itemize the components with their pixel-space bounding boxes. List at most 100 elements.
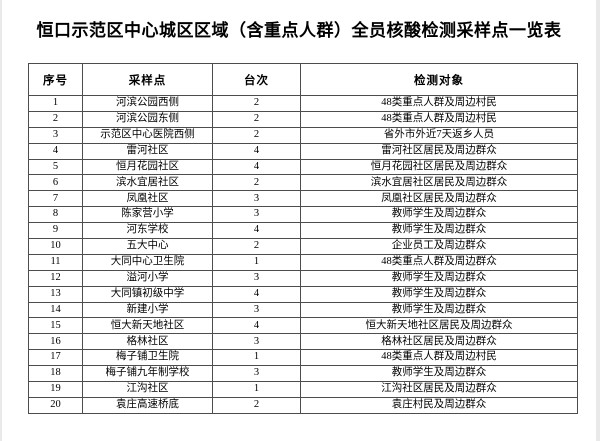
cell-site: 恒月花园社区 xyxy=(82,158,213,176)
cell-index: 16 xyxy=(28,333,83,351)
cell-site: 凤凰社区 xyxy=(82,190,213,208)
cell-target: 教师学生及周边群众 xyxy=(300,365,578,383)
header-index: 序号 xyxy=(28,63,83,96)
table-row: 18 梅子铺九年制学校 3 教师学生及周边群众 xyxy=(28,365,578,383)
cell-index: 18 xyxy=(28,365,83,383)
cell-site: 雷河社区 xyxy=(82,142,213,160)
cell-site: 梅子铺九年制学校 xyxy=(82,365,213,383)
table-row: 2 河滨公园东侧 2 48类重点人群及周边村民 xyxy=(28,110,578,128)
table-row: 11 大同中心卫生院 1 48类重点人群及周边群众 xyxy=(28,253,578,271)
cell-target: 袁庄村民及周边群众 xyxy=(300,396,578,414)
cell-units: 2 xyxy=(212,174,301,192)
cell-units: 4 xyxy=(212,222,301,240)
cell-index: 19 xyxy=(28,381,83,398)
cell-units: 2 xyxy=(212,95,301,112)
cell-units: 1 xyxy=(212,381,301,398)
cell-units: 3 xyxy=(212,206,301,224)
table-body: 1 河滨公园西侧 2 48类重点人群及周边村民 2 河滨公园东侧 2 48类重点人群及周边村民… xyxy=(28,95,578,414)
table-row: 8 陈家营小学 3 教师学生及周边群众 xyxy=(28,206,578,224)
cell-units: 1 xyxy=(212,349,301,367)
cell-target: 教师学生及周边群众 xyxy=(300,206,578,224)
cell-index: 6 xyxy=(28,174,83,192)
cell-units: 3 xyxy=(212,333,301,351)
cell-index: 10 xyxy=(28,238,83,255)
cell-units: 3 xyxy=(212,365,301,383)
table-row: 10 五大中心 2 企业员工及周边群众 xyxy=(28,238,578,255)
header-target: 检测对象 xyxy=(300,63,578,96)
table-row: 6 滨水宜居社区 2 滨水宜居社区居民及周边群众 xyxy=(28,174,578,192)
cell-site: 袁庄高速桥底 xyxy=(82,396,213,414)
cell-index: 7 xyxy=(28,190,83,208)
table-row: 5 恒月花园社区 4 恒月花园社区居民及周边群众 xyxy=(28,158,578,176)
cell-target: 48类重点人群及周边村民 xyxy=(300,95,578,112)
cell-index: 3 xyxy=(28,126,83,144)
table-row: 13 大同镇初级中学 4 教师学生及周边群众 xyxy=(28,285,578,303)
table-row: 19 江沟社区 1 江沟社区居民及周边群众 xyxy=(28,381,578,398)
table-row: 12 溢河小学 3 教师学生及周边群众 xyxy=(28,269,578,287)
cell-units: 2 xyxy=(212,238,301,255)
cell-target: 48类重点人群及周边群众 xyxy=(300,253,578,271)
cell-index: 9 xyxy=(28,222,83,240)
cell-target: 江沟社区居民及周边群众 xyxy=(300,381,578,398)
cell-units: 2 xyxy=(212,110,301,128)
header-units: 台次 xyxy=(212,63,301,96)
cell-site: 梅子铺卫生院 xyxy=(82,349,213,367)
cell-target: 恒大新天地社区居民及周边群众 xyxy=(300,317,578,335)
cell-target: 教师学生及周边群众 xyxy=(300,269,578,287)
cell-target: 滨水宜居社区居民及周边群众 xyxy=(300,174,578,192)
sampling-points-table: 序号 采样点 台次 检测对象 1 河滨公园西侧 2 48类重点人群及周边村民 2 河滨公园… xyxy=(28,63,578,414)
cell-index: 17 xyxy=(28,349,83,367)
cell-site: 五大中心 xyxy=(82,238,213,255)
cell-index: 14 xyxy=(28,301,83,319)
cell-units: 2 xyxy=(212,126,301,144)
cell-site: 河滨公园东侧 xyxy=(82,110,213,128)
cell-units: 4 xyxy=(212,158,301,176)
page-title: 恒口示范区中心城区区域（含重点人群）全员核酸检测采样点一览表 xyxy=(36,21,562,40)
cell-site: 大同镇初级中学 xyxy=(82,285,213,303)
cell-site: 新建小学 xyxy=(82,301,213,319)
cell-site: 滨水宜居社区 xyxy=(82,174,213,192)
cell-site: 大同中心卫生院 xyxy=(82,253,213,271)
cell-index: 15 xyxy=(28,317,83,335)
cell-site: 江沟社区 xyxy=(82,381,213,398)
table-row: 16 格林社区 3 格林社区居民及周边群众 xyxy=(28,333,578,351)
table-row: 1 河滨公园西侧 2 48类重点人群及周边村民 xyxy=(28,95,578,112)
cell-units: 4 xyxy=(212,285,301,303)
table-row: 14 新建小学 3 教师学生及周边群众 xyxy=(28,301,578,319)
cell-units: 4 xyxy=(212,317,301,335)
cell-site: 河滨公园西侧 xyxy=(82,95,213,112)
cell-index: 12 xyxy=(28,269,83,287)
table-row: 17 梅子铺卫生院 1 48类重点人群及周边村民 xyxy=(28,349,578,367)
cell-target: 48类重点人群及周边村民 xyxy=(300,110,578,128)
cell-index: 11 xyxy=(28,253,83,271)
cell-index: 4 xyxy=(28,142,83,160)
table-header-row: 序号 采样点 台次 检测对象 xyxy=(28,63,578,96)
cell-target: 凤凰社区居民及周边群众 xyxy=(300,190,578,208)
cell-site: 河东学校 xyxy=(82,222,213,240)
cell-units: 4 xyxy=(212,142,301,160)
table-row: 4 雷河社区 4 雷河社区居民及周边群众 xyxy=(28,142,578,160)
table-row: 15 恒大新天地社区 4 恒大新天地社区居民及周边群众 xyxy=(28,317,578,335)
cell-target: 省外市外近7天返乡人员 xyxy=(300,126,578,144)
cell-target: 恒月花园社区居民及周边群众 xyxy=(300,158,578,176)
cell-units: 2 xyxy=(212,396,301,414)
cell-units: 1 xyxy=(212,253,301,271)
cell-site: 示范区中心医院西侧 xyxy=(82,126,213,144)
cell-index: 5 xyxy=(28,158,83,176)
cell-site: 格林社区 xyxy=(82,333,213,351)
cell-target: 雷河社区居民及周边群众 xyxy=(300,142,578,160)
table-row: 9 河东学校 4 教师学生及周边群众 xyxy=(28,222,578,240)
cell-target: 教师学生及周边群众 xyxy=(300,301,578,319)
cell-index: 2 xyxy=(28,110,83,128)
cell-units: 3 xyxy=(212,190,301,208)
cell-index: 8 xyxy=(28,206,83,224)
cell-index: 1 xyxy=(28,95,83,112)
cell-target: 企业员工及周边群众 xyxy=(300,238,578,255)
table-row: 20 袁庄高速桥底 2 袁庄村民及周边群众 xyxy=(28,396,578,414)
cell-site: 溢河小学 xyxy=(82,269,213,287)
table-row: 3 示范区中心医院西侧 2 省外市外近7天返乡人员 xyxy=(28,126,578,144)
cell-units: 3 xyxy=(212,301,301,319)
table-row: 7 凤凰社区 3 凤凰社区居民及周边群众 xyxy=(28,190,578,208)
cell-index: 13 xyxy=(28,285,83,303)
